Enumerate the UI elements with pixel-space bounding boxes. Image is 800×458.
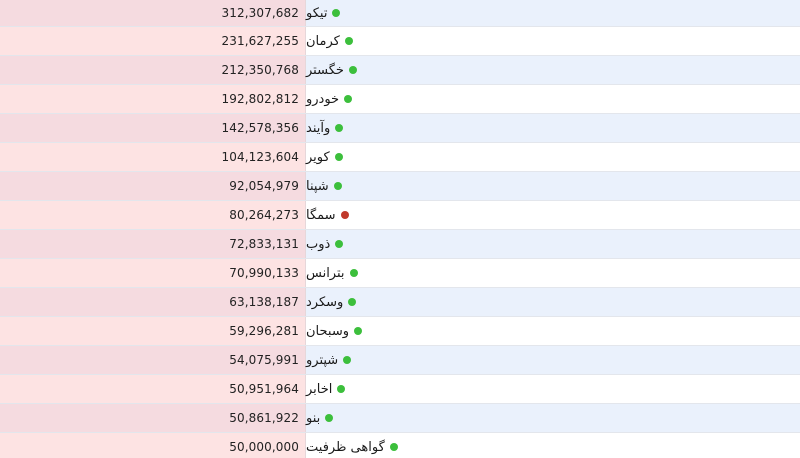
status-dot-icon bbox=[389, 443, 398, 451]
table-row[interactable]: 80,264,273 سمگا bbox=[0, 201, 800, 230]
symbol-name: بترانس bbox=[306, 265, 345, 281]
table-row[interactable]: 50,861,922 بنو bbox=[0, 404, 800, 433]
symbol-cell[interactable]: کرمان bbox=[306, 27, 800, 55]
table-row[interactable]: 59,296,281 وسبحان bbox=[0, 317, 800, 346]
symbol-name: اخابر bbox=[306, 381, 333, 397]
table-row[interactable]: 192,802,812 خودرو bbox=[0, 85, 800, 114]
symbol-wrap: وآیند bbox=[306, 120, 344, 136]
symbol-wrap: بنو bbox=[306, 410, 334, 426]
symbol-cell[interactable]: کویر bbox=[306, 143, 800, 171]
symbol-name: وسبحان bbox=[306, 323, 349, 339]
table-row[interactable]: 63,138,187 وسکرد bbox=[0, 288, 800, 317]
symbol-wrap: وسبحان bbox=[306, 324, 362, 339]
symbol-cell[interactable]: وآیند bbox=[306, 114, 800, 142]
table-row[interactable]: 70,990,133 بترانس bbox=[0, 259, 800, 288]
volume-value: 50,951,964 bbox=[0, 375, 306, 403]
volume-value: 70,990,133 bbox=[0, 259, 306, 287]
symbol-name: وسکرد bbox=[306, 294, 344, 310]
table-row[interactable]: 231,627,255 کرمان bbox=[0, 27, 800, 56]
symbol-cell[interactable]: خودرو bbox=[306, 85, 800, 113]
symbol-cell[interactable]: بترانس bbox=[306, 259, 800, 287]
symbol-cell[interactable]: تیکو bbox=[306, 0, 800, 26]
symbol-cell[interactable]: خگستر bbox=[306, 56, 800, 84]
symbol-name: شپنا bbox=[306, 178, 329, 194]
status-dot-icon bbox=[348, 66, 357, 74]
symbol-wrap: خگستر bbox=[306, 63, 357, 78]
symbol-name: گواهی ظرفیت bbox=[306, 439, 385, 455]
symbol-wrap: کرمان bbox=[306, 34, 353, 49]
symbol-cell[interactable]: گواهی ظرفیت bbox=[306, 433, 800, 458]
symbol-wrap: خودرو bbox=[306, 91, 353, 107]
volume-value: 142,578,356 bbox=[0, 114, 306, 142]
symbol-cell[interactable]: سمگا bbox=[306, 201, 800, 229]
volume-value: 192,802,812 bbox=[0, 85, 306, 113]
volume-value: 54,075,991 bbox=[0, 346, 306, 374]
status-dot-icon bbox=[337, 385, 346, 393]
status-dot-icon bbox=[344, 95, 353, 103]
status-dot-icon bbox=[335, 240, 344, 248]
symbol-cell[interactable]: وسکرد bbox=[306, 288, 800, 316]
status-dot-icon bbox=[335, 124, 344, 132]
symbol-wrap: سمگا bbox=[306, 208, 349, 223]
table-row[interactable]: 212,350,768 خگستر bbox=[0, 56, 800, 85]
volume-value: 50,861,922 bbox=[0, 404, 306, 432]
status-dot-icon bbox=[349, 269, 358, 277]
symbol-wrap: گواهی ظرفیت bbox=[306, 440, 398, 455]
table-row[interactable]: 104,123,604 کویر bbox=[0, 143, 800, 172]
status-dot-icon bbox=[344, 37, 353, 45]
symbol-wrap: ذوب bbox=[306, 236, 344, 252]
table-row[interactable]: 142,578,356 وآیند bbox=[0, 114, 800, 143]
volume-value: 50,000,000 bbox=[0, 433, 306, 458]
table-row[interactable]: 92,054,979 شپنا bbox=[0, 172, 800, 201]
symbol-name: تیکو bbox=[306, 5, 328, 21]
symbol-wrap: کویر bbox=[306, 150, 343, 165]
volume-value: 231,627,255 bbox=[0, 27, 306, 55]
table-row[interactable]: 312,307,682 تیکو bbox=[0, 0, 800, 27]
symbol-cell[interactable]: شپنا bbox=[306, 172, 800, 200]
volume-value: 104,123,604 bbox=[0, 143, 306, 171]
volume-value: 72,833,131 bbox=[0, 230, 306, 258]
symbol-name: خودرو bbox=[306, 91, 340, 107]
table-row[interactable]: 50,951,964 اخابر bbox=[0, 375, 800, 404]
status-dot-icon bbox=[332, 9, 341, 17]
symbol-cell[interactable]: وسبحان bbox=[306, 317, 800, 345]
symbol-cell[interactable]: اخابر bbox=[306, 375, 800, 403]
status-dot-icon bbox=[348, 298, 357, 306]
volume-value: 59,296,281 bbox=[0, 317, 306, 345]
table-row[interactable]: 54,075,991 شپترو bbox=[0, 346, 800, 375]
status-dot-icon bbox=[325, 414, 334, 422]
symbol-name: ذوب bbox=[306, 236, 331, 252]
symbol-name: کرمان bbox=[306, 33, 340, 49]
symbol-cell[interactable]: بنو bbox=[306, 404, 800, 432]
symbol-cell[interactable]: ذوب bbox=[306, 230, 800, 258]
symbol-wrap: شپترو bbox=[306, 352, 352, 368]
symbol-wrap: شپنا bbox=[306, 179, 342, 194]
symbol-name: خگستر bbox=[306, 62, 344, 78]
symbol-name: وآیند bbox=[306, 120, 331, 136]
table-row[interactable]: 50,000,000 گواهی ظرفیت bbox=[0, 433, 800, 458]
status-dot-icon bbox=[340, 211, 349, 219]
symbol-name: بنو bbox=[306, 410, 321, 426]
symbol-name: کویر bbox=[306, 149, 330, 165]
symbol-wrap: وسکرد bbox=[306, 294, 357, 310]
symbol-name: سمگا bbox=[306, 207, 336, 223]
status-dot-icon bbox=[334, 153, 343, 161]
volume-value: 212,350,768 bbox=[0, 56, 306, 84]
symbol-wrap: اخابر bbox=[306, 381, 346, 397]
volume-value: 92,054,979 bbox=[0, 172, 306, 200]
symbol-name: شپترو bbox=[306, 352, 339, 368]
volume-value: 63,138,187 bbox=[0, 288, 306, 316]
volume-value: 80,264,273 bbox=[0, 201, 306, 229]
table-row[interactable]: 72,833,131 ذوب bbox=[0, 230, 800, 259]
status-dot-icon bbox=[354, 327, 362, 335]
symbol-cell[interactable]: شپترو bbox=[306, 346, 800, 374]
status-dot-icon bbox=[343, 356, 352, 364]
symbol-wrap: بترانس bbox=[306, 266, 358, 281]
symbol-wrap: تیکو bbox=[306, 5, 341, 21]
status-dot-icon bbox=[333, 182, 342, 190]
volume-value: 312,307,682 bbox=[0, 0, 306, 26]
